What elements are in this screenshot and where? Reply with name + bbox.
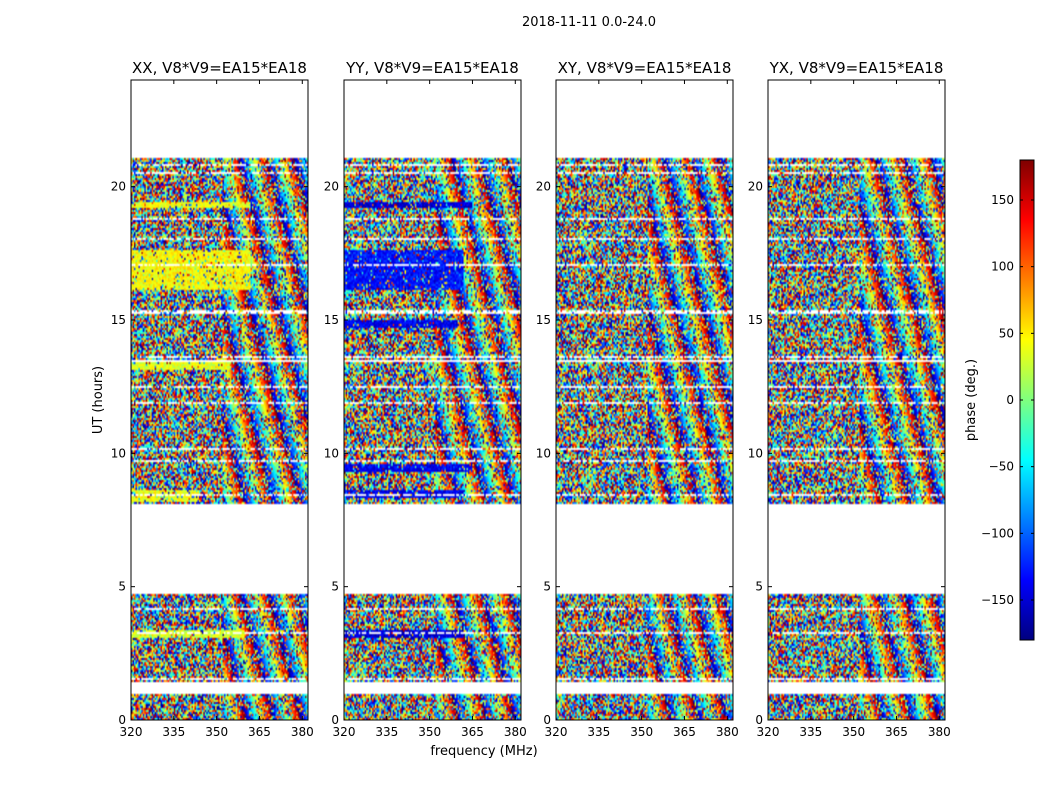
y-tick-label: 0	[118, 713, 126, 727]
y-tick-label: 5	[755, 580, 763, 594]
panel-3-phase-image	[768, 80, 945, 720]
x-tick-label: 320	[545, 725, 568, 739]
x-tick-label: 335	[587, 725, 610, 739]
y-tick-label: 20	[324, 180, 339, 194]
panel-3: YX, V8*V9=EA15*EA18 320 335 350 365 380 0 5 10 15…	[748, 59, 951, 739]
y-tick-label: 5	[543, 580, 551, 594]
colorbar-tick-label: −150	[981, 593, 1014, 607]
panel-2-phase-image	[556, 80, 733, 720]
colorbar-tick-label: −50	[989, 460, 1014, 474]
x-tick-label: 335	[375, 725, 398, 739]
x-tick-label: 335	[799, 725, 822, 739]
panel-2-frame	[555, 79, 734, 721]
colorbar-tick-label: −100	[981, 526, 1014, 540]
y-tick-label: 20	[536, 180, 551, 194]
y-tick-label: 15	[324, 313, 339, 327]
x-tick-label: 365	[461, 725, 484, 739]
x-tick-label: 350	[842, 725, 865, 739]
x-tick-label: 335	[162, 725, 185, 739]
colorbar-label: phase (deg.)	[964, 359, 979, 441]
x-tick-label: 365	[248, 725, 271, 739]
colorbar-tick-label: 150	[991, 193, 1014, 207]
panels: XX, V8*V9=EA15*EA18 320 335 350 365 380 0 5 10 15…	[111, 59, 951, 739]
panel-3-title: YX, V8*V9=EA15*EA18	[769, 59, 944, 77]
colorbar: 150 100 50 0 −50 −100 −150 phase (deg.)	[964, 159, 1035, 641]
colorbar-tick-label: 100	[991, 260, 1014, 274]
y-tick-label: 20	[748, 180, 763, 194]
y-tick-label: 5	[331, 580, 339, 594]
x-tick-label: 380	[928, 725, 951, 739]
y-tick-label: 0	[543, 713, 551, 727]
y-tick-label: 15	[111, 313, 126, 327]
x-tick-label: 380	[716, 725, 739, 739]
y-tick-label: 10	[111, 446, 126, 460]
panel-0-title: XX, V8*V9=EA15*EA18	[132, 59, 307, 77]
y-tick-label: 20	[111, 180, 126, 194]
y-tick-label: 15	[536, 313, 551, 327]
x-tick-label: 380	[504, 725, 527, 739]
x-tick-label: 380	[291, 725, 314, 739]
panel-1: YY, V8*V9=EA15*EA18 320 335 350 365 380 0 5 10 15…	[324, 59, 527, 739]
x-tick-label: 350	[630, 725, 653, 739]
x-tick-label: 320	[757, 725, 780, 739]
panel-2: XY, V8*V9=EA15*EA18 320 335 350 365 380 0 5 10 15…	[536, 59, 739, 739]
panel-1-title: YY, V8*V9=EA15*EA18	[345, 59, 519, 77]
colorbar-tick-label: 0	[1006, 393, 1014, 407]
y-tick-label: 15	[748, 313, 763, 327]
y-tick-label: 10	[324, 446, 339, 460]
colorbar-tick-label: 50	[999, 326, 1014, 340]
panel-1-frame	[343, 79, 522, 721]
panel-3-frame	[767, 79, 946, 721]
panel-2-title: XY, V8*V9=EA15*EA18	[558, 59, 732, 77]
x-tick-label: 365	[673, 725, 696, 739]
x-tick-label: 350	[205, 725, 228, 739]
y-axis-label: UT (hours)	[91, 366, 106, 434]
x-tick-label: 320	[120, 725, 143, 739]
y-tick-label: 10	[536, 446, 551, 460]
panel-0-frame	[130, 79, 309, 721]
x-tick-label: 350	[418, 725, 441, 739]
x-axis-label: frequency (MHz)	[430, 744, 537, 759]
y-tick-label: 10	[748, 446, 763, 460]
panel-0-phase-image	[131, 80, 308, 720]
panel-0: XX, V8*V9=EA15*EA18 320 335 350 365 380 0 5 10 15…	[111, 59, 314, 739]
y-tick-label: 5	[118, 580, 126, 594]
y-tick-label: 0	[331, 713, 339, 727]
figure-suptitle: 2018-11-11 0.0-24.0	[522, 15, 656, 30]
x-tick-label: 320	[333, 725, 356, 739]
colorbar-ticks: 150 100 50 0 −50 −100 −150	[981, 193, 1034, 607]
panel-1-phase-image	[344, 80, 521, 720]
x-tick-label: 365	[885, 725, 908, 739]
y-tick-label: 0	[755, 713, 763, 727]
